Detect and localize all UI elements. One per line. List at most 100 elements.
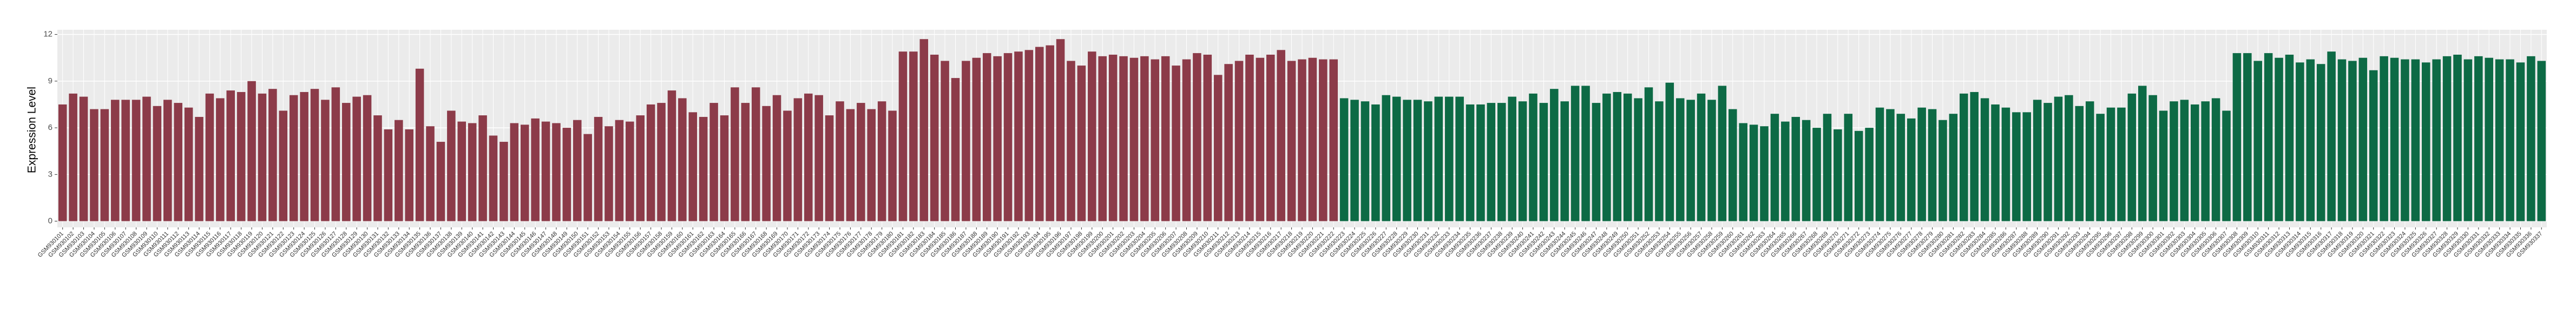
y-tick-label: 0	[48, 216, 52, 225]
bar	[1455, 96, 1464, 221]
bar	[69, 93, 77, 221]
bar	[1592, 103, 1601, 221]
bar	[1770, 114, 1779, 221]
bar	[1140, 56, 1149, 221]
bar	[2253, 61, 2263, 221]
bar	[205, 93, 214, 221]
bar	[793, 98, 803, 221]
bar	[1003, 53, 1013, 221]
bar	[1707, 100, 1716, 221]
bar	[1444, 96, 1454, 221]
bar	[1413, 100, 1422, 221]
bar	[1875, 107, 1884, 221]
bar	[888, 110, 897, 221]
bar	[541, 121, 550, 221]
bar	[1234, 61, 1244, 221]
bar	[1634, 98, 1642, 221]
bar	[384, 129, 393, 221]
bar	[300, 91, 308, 221]
bar	[1339, 98, 1349, 221]
bar	[510, 123, 519, 221]
bar	[1088, 51, 1096, 221]
bar	[1991, 104, 2000, 221]
bar	[395, 120, 403, 221]
bar	[678, 98, 687, 221]
bar	[1529, 93, 1537, 221]
bar	[2380, 56, 2388, 221]
bar	[1602, 93, 1611, 221]
bar	[58, 104, 67, 221]
bar	[1739, 123, 1747, 221]
bar	[1613, 91, 1622, 221]
bar	[1371, 104, 1380, 221]
bar	[1539, 103, 1548, 221]
bar	[1675, 98, 1685, 221]
bar	[1277, 50, 1285, 221]
bar	[552, 123, 561, 221]
bar	[520, 125, 529, 221]
bar	[1382, 95, 1391, 221]
bar	[1907, 118, 1916, 221]
bar	[331, 87, 340, 221]
bar	[2285, 54, 2294, 221]
bar	[1403, 100, 1411, 221]
bar	[163, 100, 172, 221]
bar	[2106, 107, 2115, 221]
bar	[1108, 54, 1118, 221]
bar	[2096, 114, 2105, 221]
bar	[2012, 112, 2021, 221]
bar	[1644, 87, 1653, 221]
bar	[2170, 101, 2178, 221]
bar	[489, 135, 498, 221]
bar	[1718, 86, 1727, 221]
bar	[1560, 101, 1569, 221]
bar	[2033, 100, 2042, 221]
bar	[1056, 39, 1065, 221]
bar	[1476, 104, 1485, 221]
bar	[972, 57, 981, 221]
bar	[2306, 59, 2315, 221]
bar	[153, 106, 162, 221]
bar	[2495, 59, 2504, 221]
bar	[1928, 109, 1937, 221]
bar	[2180, 100, 2189, 221]
bar	[699, 116, 708, 221]
bar	[2432, 59, 2441, 221]
bar	[919, 39, 929, 221]
bar	[720, 115, 729, 221]
bar	[1823, 114, 1832, 221]
bar	[1129, 57, 1139, 221]
bar	[636, 115, 645, 221]
bar	[132, 100, 141, 221]
bar	[1024, 50, 1034, 221]
bar	[1035, 47, 1044, 221]
bar	[1319, 59, 1328, 221]
bar	[2001, 107, 2010, 221]
bar	[1434, 96, 1443, 221]
bar	[2327, 51, 2336, 221]
y-axis-label: Expression Level	[26, 87, 38, 173]
bar	[1350, 100, 1359, 221]
bar	[1172, 66, 1180, 221]
bar	[1581, 86, 1590, 221]
bar	[772, 95, 781, 221]
bar	[2337, 59, 2347, 221]
bar	[110, 100, 120, 221]
bar	[216, 98, 225, 221]
bar	[1014, 51, 1023, 221]
bar	[962, 61, 970, 221]
bar	[2537, 61, 2546, 221]
bar	[1854, 130, 1863, 221]
bar	[1896, 114, 1905, 221]
bar	[2453, 54, 2462, 221]
bar	[2232, 53, 2242, 221]
bar	[531, 118, 540, 221]
y-tick-label: 12	[43, 30, 52, 39]
bar	[1203, 54, 1212, 221]
y-tick-label: 9	[48, 76, 52, 86]
bar	[2138, 86, 2147, 221]
bar	[447, 110, 456, 221]
bar	[909, 51, 918, 221]
bar	[2264, 53, 2273, 221]
bar	[1570, 86, 1580, 221]
